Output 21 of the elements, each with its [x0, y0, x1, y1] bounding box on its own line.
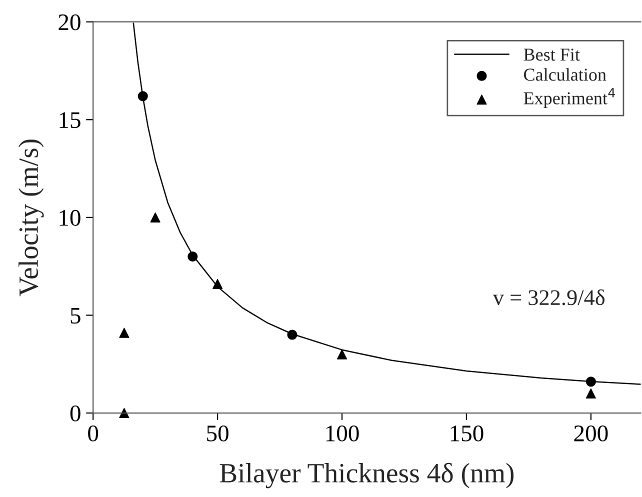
y-tick-label: 20 [58, 14, 80, 30]
point [150, 212, 160, 222]
legend-label: Calculation [524, 68, 606, 81]
x-tick-label: 50 [207, 425, 228, 442]
x-axis-title: Bilayer Thickness 4δ (nm) [220, 462, 514, 488]
y-tick-label: 5 [70, 308, 80, 324]
y-axis-title: Velocity (m/s) [18, 140, 44, 296]
point [336, 349, 348, 360]
x-tick-label: 100 [326, 425, 359, 442]
y-tick-label: 15 [60, 112, 80, 128]
point [586, 388, 596, 398]
annotation: v = 322.9/4δ [492, 289, 605, 306]
legend-label: Best Fit [524, 48, 580, 61]
point [119, 408, 130, 418]
x-tick-label: 0 [88, 425, 98, 442]
y-tick-label: 0 [70, 406, 80, 422]
y-tick-label: 10 [60, 210, 80, 226]
point [119, 328, 130, 338]
x-tick-label: 200 [574, 425, 608, 442]
x-tick-label: 150 [450, 425, 484, 442]
legend-label: Experiment$^{4}$ [524, 88, 615, 108]
